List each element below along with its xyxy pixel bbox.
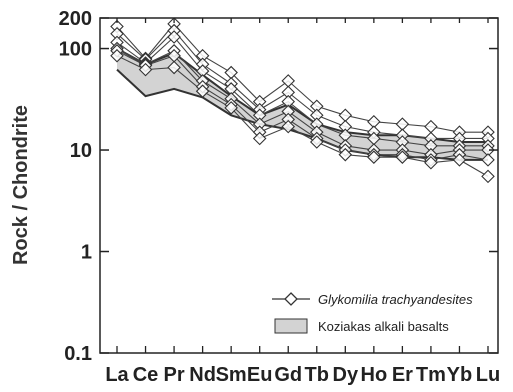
- legend-label-glykomilia: Glykomilia trachyandesites: [318, 292, 473, 307]
- diamond-point: [338, 108, 353, 123]
- diamond-point: [252, 131, 267, 146]
- x-tick-label: Eu: [247, 364, 273, 386]
- x-tick-label: Dy: [333, 364, 359, 386]
- x-tick-label: Yb: [447, 364, 473, 386]
- y-tick-label: 0.1: [64, 343, 92, 365]
- plot-frame: [99, 17, 499, 354]
- x-tick-label: Ce: [133, 364, 159, 386]
- y-tick-label: 200: [59, 8, 92, 30]
- x-tick-label: Er: [392, 364, 413, 386]
- diamond-point: [395, 117, 410, 131]
- diamond-point: [424, 155, 438, 170]
- koziakas-band: [117, 48, 488, 160]
- diamond-point: [481, 169, 495, 184]
- legend: Glykomilia trachyandesites Koziakas alka…: [262, 280, 492, 342]
- x-tick-label: Lu: [476, 364, 500, 386]
- diamond-point: [110, 48, 124, 63]
- diamond-point: [367, 150, 381, 164]
- x-tick-label: Pr: [164, 364, 185, 386]
- diamond-point: [338, 147, 353, 162]
- diamond-point: [167, 30, 181, 44]
- x-tick-label: Nd: [189, 364, 216, 386]
- x-tick-label: Sm: [216, 364, 247, 386]
- x-tick-label: Tb: [305, 364, 329, 386]
- diamond-point: [138, 62, 153, 77]
- legend-label-koziakas: Koziakas alkali basalts: [318, 319, 449, 334]
- legend-diamond-marker: [284, 292, 298, 306]
- x-tick-label: Ho: [361, 364, 388, 386]
- diamond-point: [452, 153, 467, 167]
- diamond-point: [224, 101, 238, 115]
- diamond-point: [195, 84, 210, 98]
- diamond-point: [167, 60, 181, 75]
- y-tick-label: 100: [59, 39, 92, 61]
- y-tick-label: 1: [81, 242, 92, 264]
- diamond-point: [424, 119, 438, 134]
- diamond-point: [309, 135, 324, 149]
- diamond-point: [281, 119, 296, 134]
- y-tick-label: 10: [70, 140, 92, 162]
- x-tick-label: Tm: [416, 364, 446, 386]
- diamond-point: [481, 153, 495, 167]
- diamond-point: [395, 150, 410, 164]
- y-axis-label: Rock / Chondrite: [10, 105, 32, 265]
- x-tick-label: Gd: [274, 364, 302, 386]
- x-tick-label: La: [105, 364, 129, 386]
- legend-swatch-koziakas: [274, 318, 308, 334]
